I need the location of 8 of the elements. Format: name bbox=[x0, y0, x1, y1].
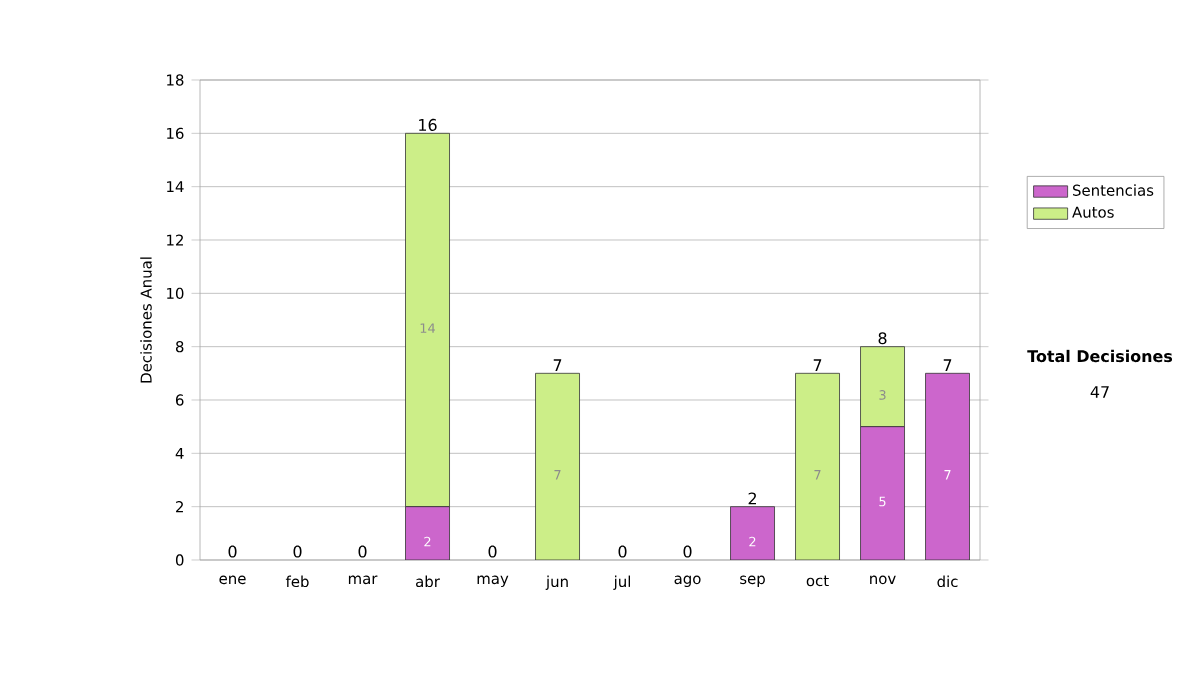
bar bbox=[860, 426, 905, 560]
bar bbox=[405, 132, 450, 508]
bar bbox=[535, 372, 580, 560]
bar bbox=[405, 506, 450, 560]
bar bbox=[860, 346, 905, 428]
bar bbox=[795, 372, 840, 560]
bar bbox=[730, 506, 775, 560]
bar bbox=[925, 372, 970, 560]
